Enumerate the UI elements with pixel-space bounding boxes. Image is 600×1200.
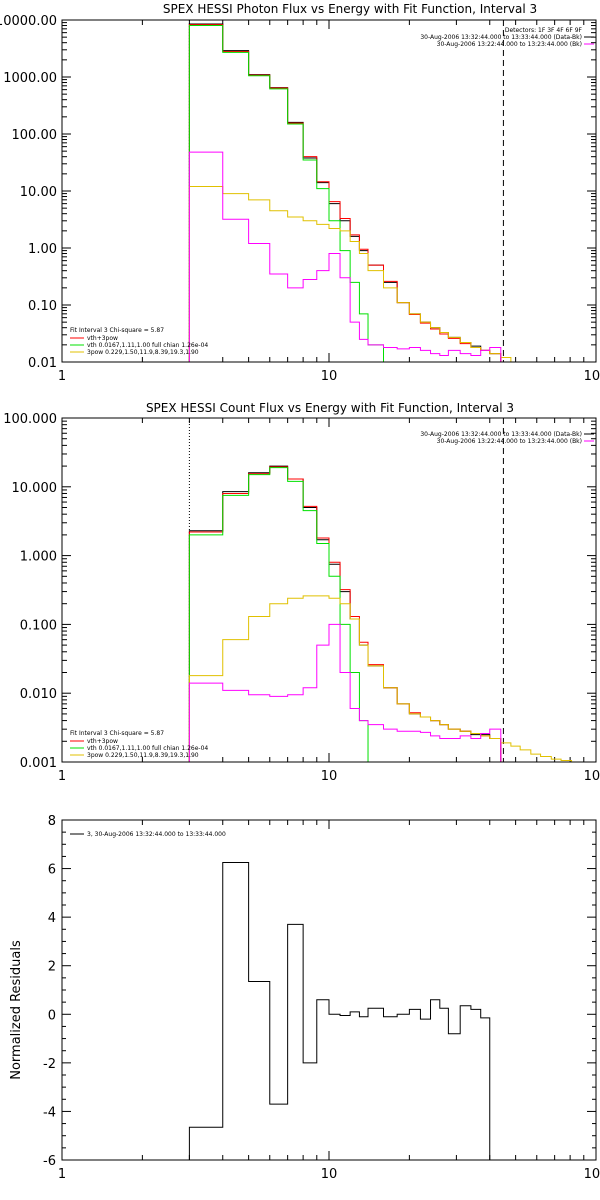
y-tick-label: 100.00	[12, 128, 58, 143]
series-vth-3pow	[188, 24, 502, 362]
series-vth-3pow	[188, 466, 502, 762]
data-layer	[188, 418, 596, 762]
x-tick-label: 100	[584, 369, 600, 384]
series-vth-0-0167-1-11-1-00-full-chian-1-26e-04	[188, 25, 384, 362]
x-tick-label: 100	[584, 769, 600, 784]
x-tick-label: 1	[58, 369, 66, 384]
x-tick-label: 10	[321, 1167, 338, 1182]
series-30-aug-2006-13-22-44-000-to-13-23-44-000-bk	[188, 623, 502, 762]
legend-pow: 3pow 0.229,1.50,11.9,8.39,19.3,1.90	[87, 349, 199, 356]
legend-vth: vth 0.0167,1.11,1.00 full chian 1.26e-04	[87, 745, 208, 752]
plot-frame	[61, 819, 597, 1161]
plot-frame	[61, 417, 597, 763]
series-30-aug-2006-13-32-44-000-to-13-33-44-000-data-bk	[188, 23, 502, 362]
legend-model: vth+3pow	[87, 335, 118, 342]
y-tick-label: 1.00	[28, 242, 57, 257]
count-flux-panel: SPEX HESSI Count Flux vs Energy with Fit…	[3, 401, 600, 784]
y-tick-label: 10000.00	[0, 14, 57, 29]
legend-data-bk: 30-Aug-2006 13:32:44.000 to 13:33:44.000…	[420, 431, 582, 438]
legend-data-bk: 30-Aug-2006 13:32:44.000 to 13:33:44.000…	[420, 34, 582, 41]
legend-bottom-left: Fit Interval 3 Chi-square = 5.87 vth+3po…	[70, 730, 208, 759]
y-tick-label: 0	[48, 1008, 56, 1023]
y-tick-label: 2	[48, 960, 56, 975]
legend-bk: 30-Aug-2006 13:22:44.000 to 13:23:44.000…	[437, 41, 582, 48]
residuals-plot: 1 10 100 -6 -4 -2 0 2 4 6 8	[43, 814, 600, 1182]
y-tick-label: 0.001	[20, 756, 57, 771]
data-layer	[188, 20, 512, 362]
y-tick-label: 10.00	[20, 185, 57, 200]
legend-top-left: 3, 30-Aug-2006 13:32:44.000 to 13:33:44.…	[70, 831, 226, 838]
legend-top-right: 30-Aug-2006 13:32:44.000 to 13:33:44.000…	[420, 431, 594, 445]
y-tick-label: -6	[43, 1154, 56, 1169]
series-3pow-0-229-1-50-11-9-8-39-19-3-1-90	[188, 595, 596, 762]
y-tick-label: 0.010	[20, 687, 57, 702]
legend-vth: vth 0.0167,1.11,1.00 full chian 1.26e-04	[87, 342, 208, 349]
y-tick-label: -2	[43, 1057, 56, 1072]
y-axis-label: Normalized Residuals	[9, 940, 24, 1080]
legend-pow: 3pow 0.229,1.50,11.9,8.39,19.3,1.90	[87, 752, 199, 759]
chart-title: SPEX HESSI Photon Flux vs Energy with Fi…	[163, 2, 537, 16]
series-30-aug-2006-13-22-44-000-to-13-23-44-000-bk	[188, 151, 502, 362]
legend-top-right: Detectors: 1F 3F 4F 6F 9F 30-Aug-2006 13…	[420, 27, 594, 48]
series-3-30-aug-2006-13-32-44-000-to-13-33-44-000	[188, 862, 501, 1160]
y-tick-label: 6	[48, 863, 56, 878]
data-layer	[188, 862, 501, 1160]
x-tick-label: 1	[58, 769, 66, 784]
legend-residual: 3, 30-Aug-2006 13:32:44.000 to 13:33:44.…	[87, 831, 226, 838]
y-tick-label: 8	[48, 814, 56, 829]
series-30-aug-2006-13-32-44-000-to-13-33-44-000-data-bk	[188, 465, 502, 762]
y-tick-label: 1.000	[20, 550, 57, 565]
count-flux-plot: 1 10 100 0.001 0.010 0.100 1.000 10.000 100.000	[3, 412, 600, 784]
chart-title: SPEX HESSI Count Flux vs Energy with Fit…	[146, 401, 514, 415]
y-tick-label: 100.000	[3, 412, 57, 427]
series-3pow-0-229-1-50-11-9-8-39-19-3-1-90	[188, 185, 512, 362]
x-tick-label: 100	[584, 1167, 600, 1182]
y-tick-label: 0.01	[28, 356, 57, 371]
x-tick-label: 10	[321, 769, 338, 784]
residuals-panel: Normalized Residuals 1 10 100 -6 -4 -2 0 2 4 6 8 3…	[9, 814, 600, 1182]
y-tick-label: 1000.00	[3, 71, 57, 86]
plot-frame	[61, 19, 597, 363]
legend-model: vth+3pow	[87, 738, 118, 745]
photon-flux-panel: SPEX HESSI Photon Flux vs Energy with Fi…	[0, 2, 600, 384]
series-vth-0-0167-1-11-1-00-full-chian-1-26e-04	[188, 467, 384, 762]
x-tick-label: 10	[321, 369, 338, 384]
y-tick-label: 10.000	[12, 481, 58, 496]
y-tick-label: 0.10	[28, 299, 57, 314]
y-tick-label: 4	[48, 911, 56, 926]
photon-flux-plot: 1 10 100 0.01 0.10 1.00 10.00 100.00 1000.00 1000…	[0, 14, 600, 384]
legend-bk: 30-Aug-2006 13:22:44.000 to 13:23:44.000…	[437, 438, 582, 445]
legend-bottom-left: Fit Interval 3 Chi-square = 5.87 vth+3po…	[70, 327, 208, 356]
legend-detectors: Detectors: 1F 3F 4F 6F 9F	[505, 27, 583, 34]
x-tick-label: 1	[58, 1167, 66, 1182]
legend-fit-info: Fit Interval 3 Chi-square = 5.87	[70, 730, 164, 737]
y-tick-label: -4	[43, 1105, 56, 1120]
y-tick-label: 0.100	[20, 618, 57, 633]
legend-fit-info: Fit Interval 3 Chi-square = 5.87	[70, 327, 164, 334]
